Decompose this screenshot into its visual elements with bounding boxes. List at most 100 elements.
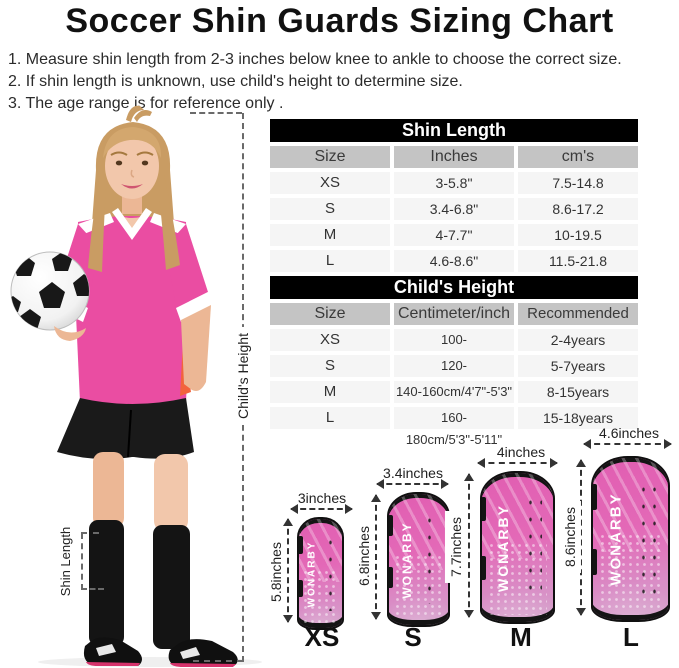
- strap-tab: [389, 514, 393, 536]
- girl-hair-strands: [88, 175, 180, 272]
- girl-face-features: [110, 151, 154, 189]
- instructions: 1. Measure shin length from 2-3 inches b…: [8, 49, 674, 115]
- girl-right-hand: [54, 326, 86, 341]
- girl-left-cleat: [83, 637, 142, 666]
- guard-m-width-label: 4inches: [496, 444, 546, 460]
- column-header: cm's: [518, 146, 638, 168]
- childs-height-table-title: Child's Height: [270, 276, 638, 299]
- size-cell: S: [270, 198, 390, 220]
- inches-cell: 3-5.8": [394, 172, 514, 194]
- guard-l-height-label: 8.6inches: [552, 479, 588, 595]
- guard-l-body: WONARBY: [591, 456, 670, 622]
- strap-tab: [482, 556, 486, 581]
- page-title: Soccer Shin Guards Sizing Chart: [65, 2, 614, 40]
- wonarby-logo-text: WONARBY: [306, 540, 318, 607]
- guard-s-size-label: S: [404, 622, 422, 652]
- size-cell: M: [270, 224, 390, 246]
- table-row: L 4.6-8.6" 11.5-21.8: [270, 250, 638, 272]
- girl-left-leg: [93, 452, 124, 528]
- guard-l-width-label: 4.6inches: [599, 425, 659, 441]
- guard-s-body: WONARBY: [387, 492, 450, 627]
- guard-m-height-label: 7.7inches: [438, 489, 474, 605]
- child-height-top-tick: [190, 112, 242, 114]
- wonarby-logo-text: WONARBY: [607, 492, 624, 586]
- shin-length-table: Shin Length Size Inches cm's XS 3-5.8" 7…: [270, 119, 638, 272]
- column-header: Recommended age: [518, 303, 638, 344]
- child-height-label: Child's Height: [227, 327, 259, 425]
- guard-s-height-arrow: [371, 494, 381, 620]
- jersey-v-collar: [112, 208, 152, 240]
- shin-length-measure-line: [81, 533, 83, 590]
- guard-xs-height-label: 5.8inches: [258, 514, 294, 630]
- strap-tab: [299, 580, 303, 598]
- girl-right-leg: [154, 454, 188, 532]
- age-cell: 8-15years: [518, 381, 638, 403]
- size-cell: L: [270, 250, 390, 272]
- soccer-ball-icon: [10, 251, 90, 331]
- size-tables: Shin Length Size Inches cm's XS 3-5.8" 7…: [270, 119, 638, 447]
- cm-cell: 10-19.5: [518, 224, 638, 246]
- guard-l-height-arrow: [576, 459, 586, 616]
- instruction-line-1: 1. Measure shin length from 2-3 inches b…: [8, 51, 622, 68]
- table-row: M 4-7.7" 10-19.5: [270, 224, 638, 246]
- size-cell: S: [270, 355, 390, 377]
- girl-left-arm: [181, 305, 211, 391]
- guard-s-width-arrow: [376, 479, 449, 489]
- table-header-row: Size Inches cm's: [270, 146, 638, 168]
- guard-m-width-arrow: [477, 458, 558, 468]
- size-cell: XS: [270, 329, 390, 351]
- cm-cell: 8.6-17.2: [518, 198, 638, 220]
- height-range-cell: 140-160cm/4'7"-5'3": [394, 381, 514, 403]
- wonarby-logo-text: WONARBY: [399, 520, 414, 599]
- age-cell: 15-18years: [518, 407, 638, 429]
- vent-holes: [524, 493, 542, 599]
- strap-tab: [482, 496, 486, 521]
- height-range-cell: 120-140cm/3'11"-4'7": [394, 355, 514, 395]
- girl-face: [105, 133, 159, 199]
- girl-left-sock: [89, 520, 124, 646]
- guard-l-size-label: L: [623, 622, 639, 652]
- inches-cell: 4-7.7": [394, 224, 514, 246]
- inches-cell: 3.4-6.8": [394, 198, 514, 220]
- shin-length-label: Shin Length: [50, 520, 82, 602]
- strap-tab: [389, 567, 393, 589]
- table-row: XS 100-120cm/3'3"-3'11" 2-4years: [270, 329, 638, 369]
- guard-s-width-label: 3.4inches: [383, 465, 443, 481]
- strap-tab: [593, 483, 597, 510]
- table-row: S 120-140cm/3'11"-4'7" 5-7years: [270, 355, 638, 395]
- size-cell: M: [270, 381, 390, 403]
- column-header: Size: [270, 146, 390, 168]
- column-header: Inches: [394, 146, 514, 168]
- shin-length-bottom-tick: [81, 588, 104, 590]
- vent-holes: [324, 534, 336, 611]
- inches-cell: 4.6-8.6": [394, 250, 514, 272]
- strap-tab: [299, 536, 303, 554]
- column-header: Centimeter/inch: [394, 303, 514, 325]
- wonarby-logo-text: WONARBY: [495, 503, 512, 592]
- girl-bangs: [103, 127, 162, 158]
- height-range-cell: 100-120cm/3'3"-3'11": [394, 329, 514, 369]
- vent-holes: [424, 512, 439, 605]
- guard-l-width-arrow: [583, 439, 672, 449]
- guard-m-height-arrow: [464, 473, 474, 618]
- size-cell: XS: [270, 172, 390, 194]
- guard-s-height-label: 6.8inches: [346, 498, 382, 614]
- instruction-line-3: 3. The age range is for reference only .: [8, 95, 284, 112]
- table-row: L 160-180cm/5'3"-5'11" 15-18years: [270, 407, 638, 447]
- column-header: Size: [270, 303, 390, 325]
- instruction-line-2: 2. If shin length is unknown, use child'…: [8, 73, 463, 90]
- age-cell: 2-4years: [518, 329, 638, 351]
- table-header-row: Size Centimeter/inch Recommended age: [270, 303, 638, 344]
- shin-length-table-title: Shin Length: [270, 119, 638, 142]
- guard-xs-width-label: 3inches: [297, 490, 347, 506]
- cm-cell: 11.5-21.8: [518, 250, 638, 272]
- guard-xs-size-label: XS: [304, 622, 340, 652]
- strap-tab: [593, 548, 597, 575]
- table-row: XS 3-5.8" 7.5-14.8: [270, 172, 638, 194]
- childs-height-table: Child's Height Size Centimeter/inch Reco…: [270, 276, 638, 447]
- guard-xs-width-arrow: [290, 504, 353, 514]
- size-cell: L: [270, 407, 390, 429]
- cm-cell: 7.5-14.8: [518, 172, 638, 194]
- age-cell: 5-7years: [518, 355, 638, 377]
